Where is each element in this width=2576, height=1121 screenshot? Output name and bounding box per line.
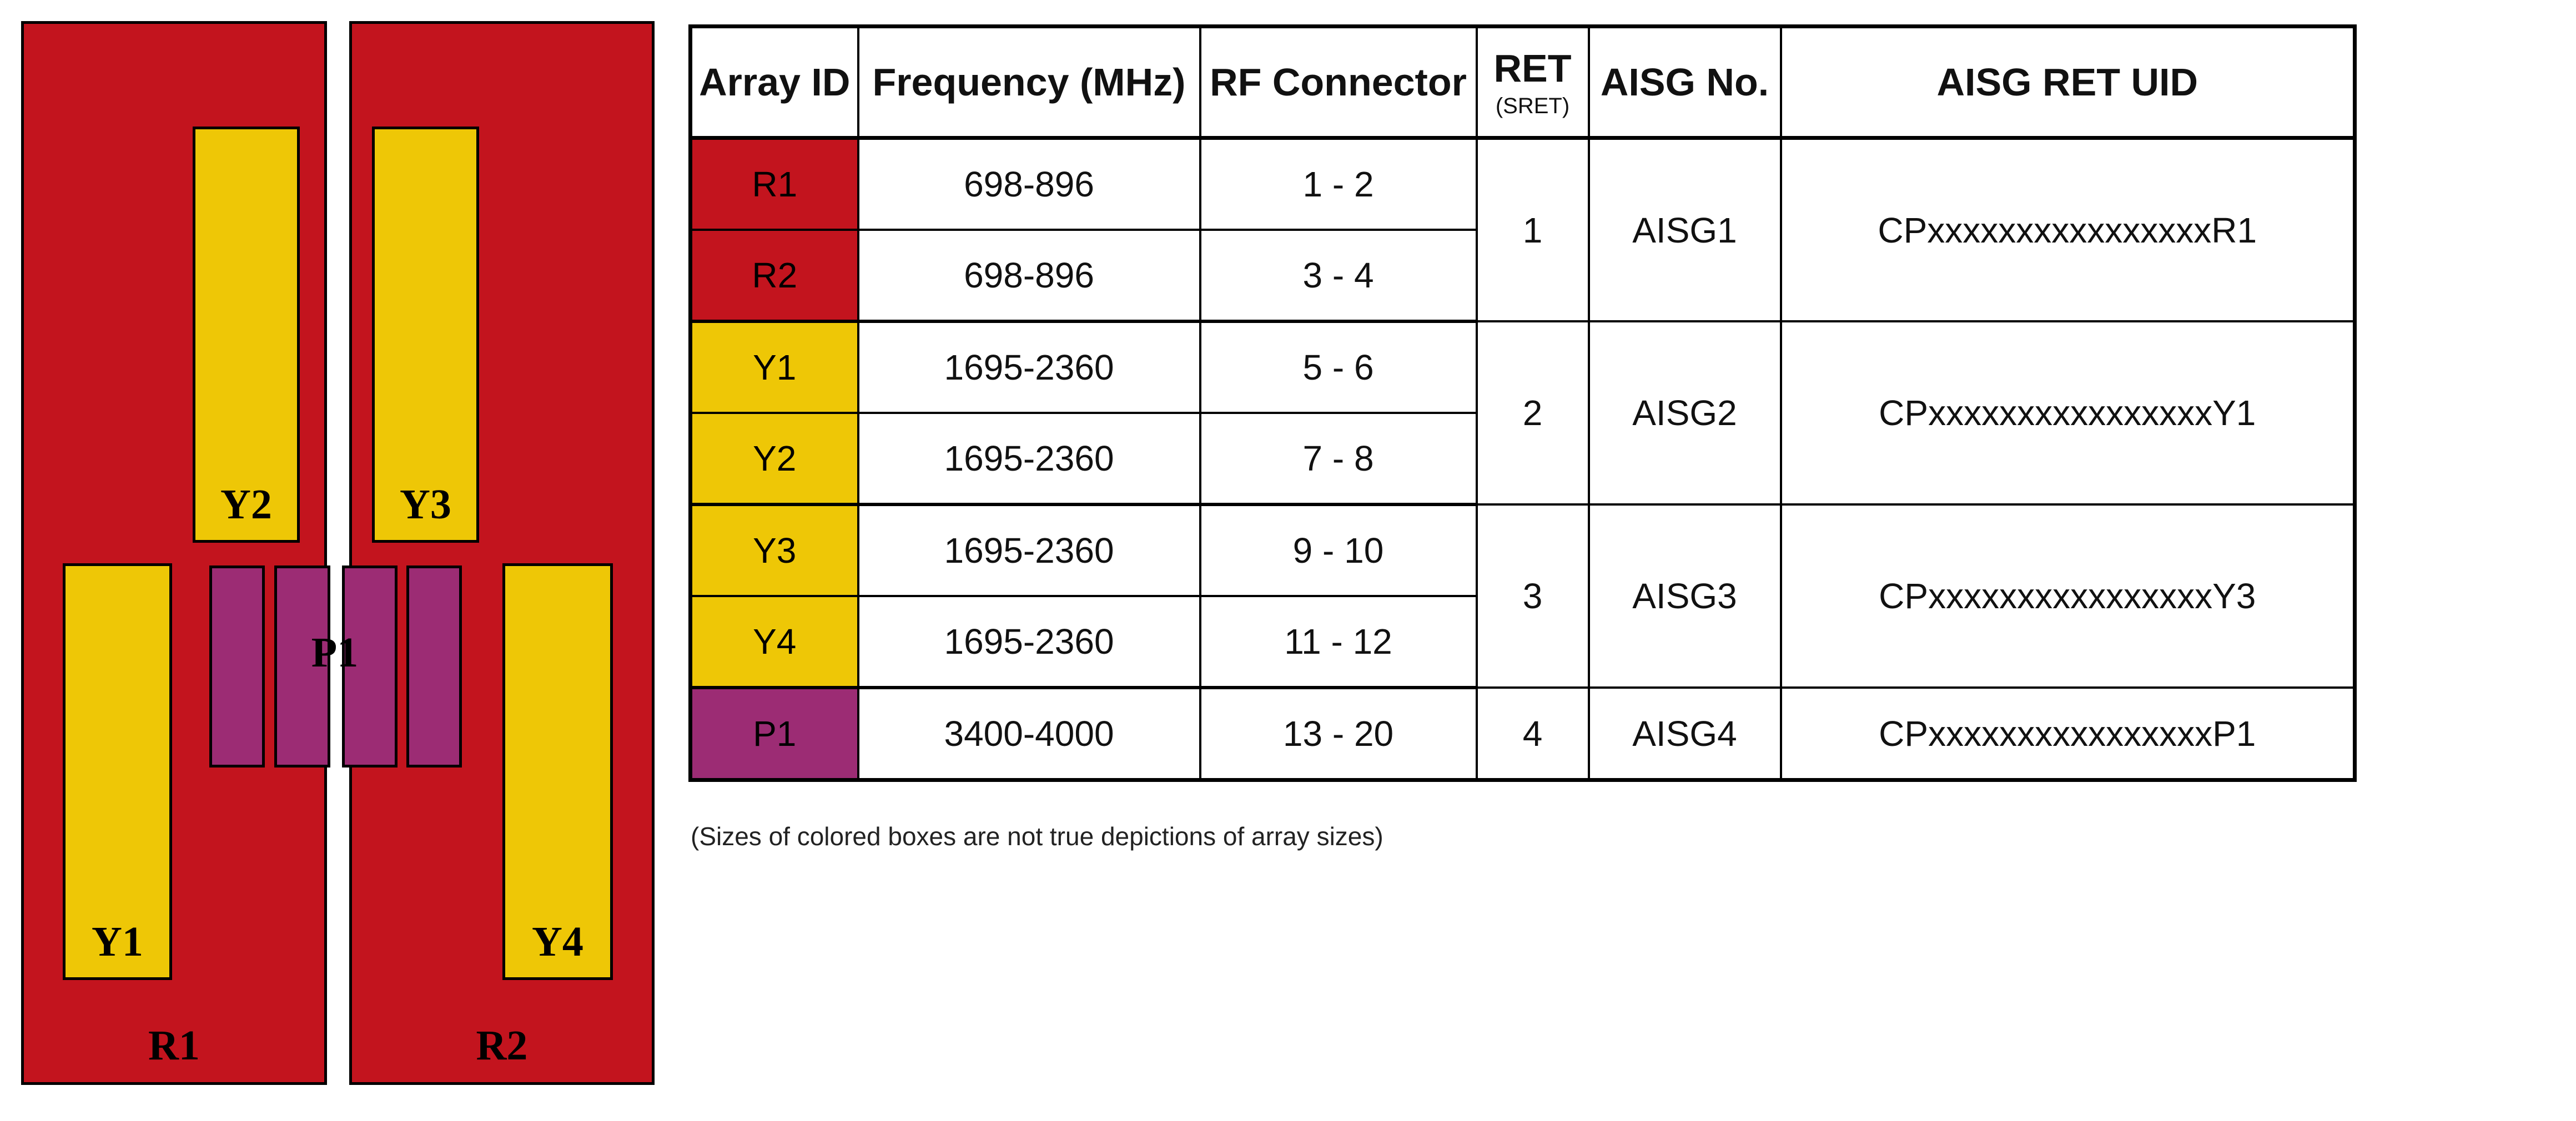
array-box-p1-element-2 bbox=[274, 565, 330, 767]
frequency-cell: 1695-2360 bbox=[857, 320, 1201, 414]
frequency-cell: 3400-4000 bbox=[857, 686, 1201, 781]
aisg-no-cell: AISG2 bbox=[1587, 320, 1782, 506]
array-id-cell: Y1 bbox=[689, 320, 859, 414]
rf-connector-cell: 3 - 4 bbox=[1199, 229, 1478, 323]
header-ret: RET (SRET) bbox=[1475, 25, 1590, 140]
antenna-array-diagram: R1 R2 Y2 Y3 Y1 Y4 P1 bbox=[21, 21, 655, 1085]
array-p1-label: P1 bbox=[311, 629, 359, 676]
rf-connector-cell: 1 - 2 bbox=[1199, 137, 1478, 231]
header-aisg-no: AISG No. bbox=[1587, 25, 1782, 140]
ret-cell: 4 bbox=[1475, 686, 1590, 781]
header-array-id: Array ID bbox=[689, 25, 859, 140]
frequency-cell: 1695-2360 bbox=[857, 503, 1201, 597]
array-box-y3: Y3 bbox=[372, 127, 479, 543]
array-box-y4: Y4 bbox=[502, 563, 613, 980]
rf-connector-cell: 5 - 6 bbox=[1199, 320, 1478, 414]
array-box-p1-element-3 bbox=[342, 565, 398, 767]
table-row-r2: R2 698-896 3 - 4 bbox=[689, 229, 2355, 323]
table-row-r1: R1 698-896 1 - 2 1 AISG1 CPxxxxxxxxxxxxx… bbox=[689, 137, 2356, 322]
array-box-p1-element-4 bbox=[406, 565, 462, 767]
array-id-cell: R1 bbox=[689, 137, 859, 231]
array-y2-label: Y2 bbox=[220, 481, 272, 528]
frequency-cell: 698-896 bbox=[857, 229, 1201, 323]
aisg-no-cell: AISG3 bbox=[1587, 503, 1782, 689]
rf-connector-cell: 7 - 8 bbox=[1199, 412, 1478, 506]
ret-cell: 3 bbox=[1475, 503, 1590, 689]
array-y3-label: Y3 bbox=[400, 481, 451, 528]
array-id-cell: R2 bbox=[689, 229, 859, 323]
ret-cell: 1 bbox=[1475, 137, 1590, 322]
array-y1-label: Y1 bbox=[92, 918, 143, 965]
frequency-cell: 698-896 bbox=[857, 137, 1201, 231]
aisg-no-cell: AISG4 bbox=[1587, 686, 1782, 781]
port-mapping-table: Array ID Frequency (MHz) RF Connector RE… bbox=[688, 24, 2357, 782]
header-rf-connector: RF Connector bbox=[1199, 25, 1478, 140]
panel-r2-label: R2 bbox=[476, 1022, 528, 1069]
array-id-cell: P1 bbox=[689, 686, 859, 781]
table-row-y1: Y1 1695-2360 5 - 6 2 AISG2 CPxxxxxxxxxxx… bbox=[689, 320, 2356, 506]
aisg-ret-uid-cell: CPxxxxxxxxxxxxxxxxY3 bbox=[1779, 503, 2356, 689]
array-box-y2: Y2 bbox=[193, 127, 300, 543]
array-id-cell: Y2 bbox=[689, 412, 859, 506]
panel-r1-label: R1 bbox=[148, 1022, 200, 1069]
array-box-y1: Y1 bbox=[63, 563, 172, 980]
aisg-ret-uid-cell: CPxxxxxxxxxxxxxxxxP1 bbox=[1779, 686, 2356, 781]
header-aisg-ret-uid: AISG RET UID bbox=[1779, 25, 2356, 140]
aisg-ret-uid-cell: CPxxxxxxxxxxxxxxxxY1 bbox=[1779, 320, 2356, 506]
aisg-no-cell: AISG1 bbox=[1587, 137, 1782, 322]
table-header-row: Array ID Frequency (MHz) RF Connector RE… bbox=[689, 25, 2356, 140]
header-ret-main: RET bbox=[1493, 46, 1572, 90]
aisg-ret-uid-cell: CPxxxxxxxxxxxxxxxxR1 bbox=[1779, 137, 2356, 322]
table-row-y3: Y3 1695-2360 9 - 10 3 AISG3 CPxxxxxxxxxx… bbox=[689, 503, 2356, 689]
rf-connector-cell: 9 - 10 bbox=[1199, 503, 1478, 597]
array-box-p1-element-1 bbox=[209, 565, 265, 767]
rf-connector-cell: 11 - 12 bbox=[1199, 595, 1478, 689]
size-disclaimer-note: (Sizes of colored boxes are not true dep… bbox=[691, 822, 1383, 851]
frequency-cell: 1695-2360 bbox=[857, 595, 1201, 689]
header-frequency: Frequency (MHz) bbox=[857, 25, 1201, 140]
rf-connector-cell: 13 - 20 bbox=[1199, 686, 1478, 781]
ret-cell: 2 bbox=[1475, 320, 1590, 506]
table-row-y4: Y4 1695-2360 11 - 12 bbox=[689, 595, 2355, 689]
table-row-p1: P1 3400-4000 13 - 20 4 AISG4 CPxxxxxxxxx… bbox=[689, 686, 2356, 781]
table-row-y2: Y2 1695-2360 7 - 8 bbox=[689, 412, 2355, 506]
array-id-cell: Y3 bbox=[689, 503, 859, 597]
array-y4-label: Y4 bbox=[532, 918, 583, 965]
header-sret: (SRET) bbox=[1495, 93, 1570, 118]
frequency-cell: 1695-2360 bbox=[857, 412, 1201, 506]
array-id-cell: Y4 bbox=[689, 595, 859, 689]
